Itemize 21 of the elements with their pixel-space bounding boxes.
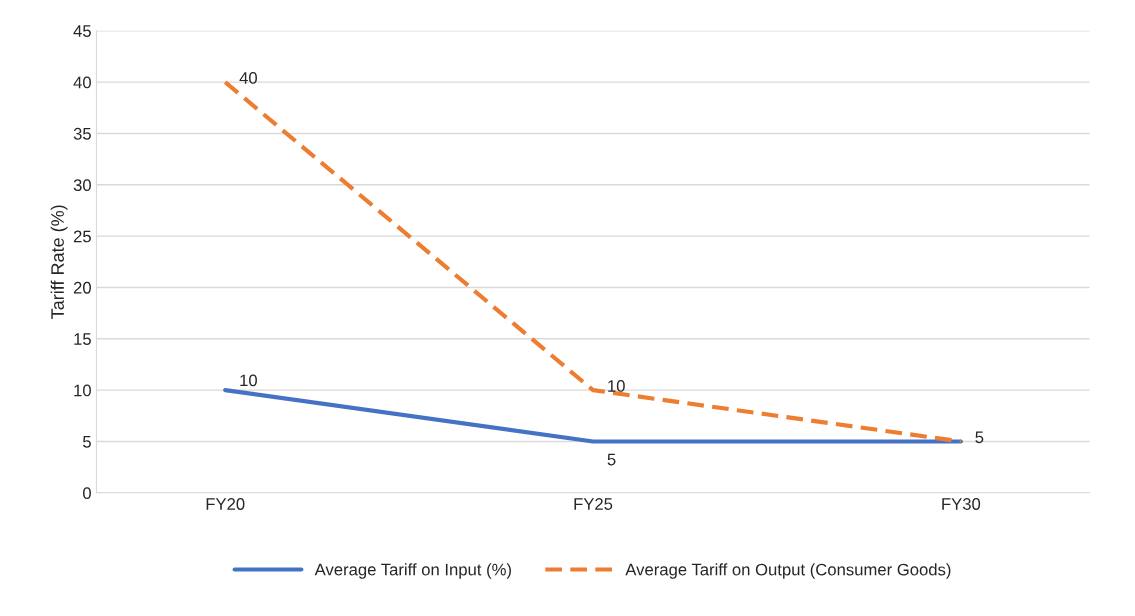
x-tick-label: FY25 (574, 498, 613, 510)
legend-label: Average Tariff on Input (%) (314, 563, 511, 579)
legend-label: Average Tariff on Output (Consumer Goods) (625, 563, 951, 579)
y-tick-label: 5 (83, 436, 91, 448)
x-tick-label: FY20 (206, 498, 245, 510)
data-label: 5 (607, 453, 616, 466)
x-tick-label: FY30 (942, 498, 981, 510)
y-tick-label: 25 (73, 230, 91, 243)
y-tick-label: 40 (73, 76, 91, 89)
y-tick-label: 35 (73, 127, 91, 140)
data-label: 40 (239, 72, 257, 84)
y-axis-title: Tariff Rate (%) (50, 205, 68, 319)
y-tick-label: 0 (83, 487, 91, 499)
data-label: 5 (975, 431, 984, 444)
y-tick-label: 10 (74, 384, 91, 397)
y-tick-label: 15 (74, 333, 91, 345)
y-tick-label: 30 (73, 179, 91, 191)
data-label: 10 (240, 374, 257, 387)
data-label: 10 (608, 380, 625, 392)
y-tick-label: 20 (73, 281, 91, 294)
y-tick-label: 45 (73, 25, 91, 37)
